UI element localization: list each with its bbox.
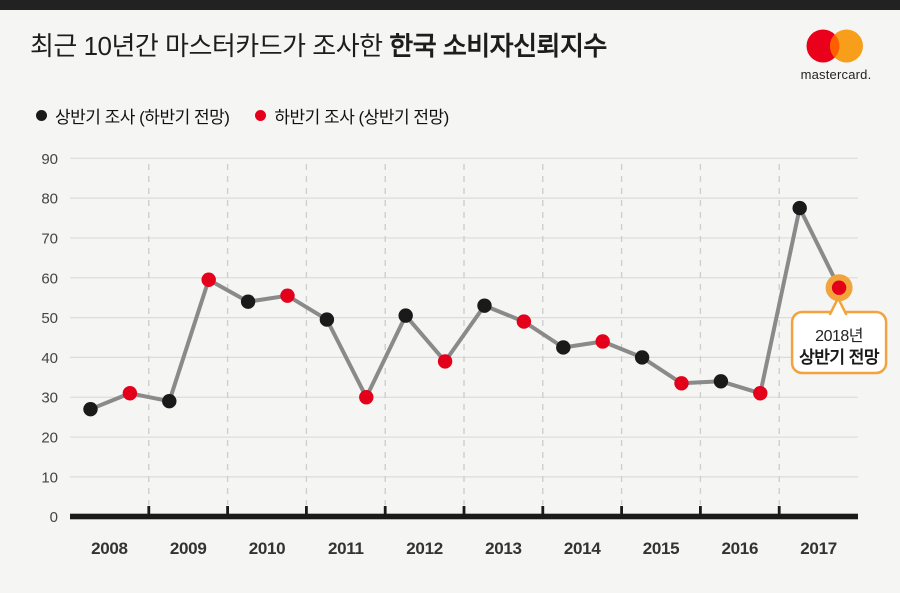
mastercard-circles-icon xyxy=(806,29,863,63)
x-axis-tick xyxy=(226,506,229,514)
data-point-h2 xyxy=(831,280,847,295)
y-axis-label: 70 xyxy=(41,230,58,247)
page-title: 최근 10년간 마스터카드가 조사한 한국 소비자신뢰지수 xyxy=(30,26,607,63)
mastercard-logo: mastercard. xyxy=(793,28,879,82)
y-axis-label: 50 xyxy=(41,310,58,327)
y-axis-label: 80 xyxy=(41,191,58,208)
x-axis-tick xyxy=(620,506,623,514)
x-axis-tick xyxy=(699,506,702,514)
page-title-bold: 한국 소비자신뢰지수 xyxy=(389,31,607,61)
x-axis-tick xyxy=(147,506,151,514)
chart-legend: 상반기 조사 (하반기 전망) 하반기 조사 (상반기 전망) xyxy=(36,103,449,128)
legend-dot-red-icon xyxy=(255,110,267,121)
mastercard-orange-circle xyxy=(830,29,863,63)
data-point-h2 xyxy=(595,334,610,349)
data-point-h1 xyxy=(477,298,492,313)
data-point-h2 xyxy=(122,386,138,401)
data-point-h1 xyxy=(162,394,177,409)
x-axis-label: 2011 xyxy=(328,539,364,558)
legend-item-h1: 상반기 조사 (하반기 전망) xyxy=(36,103,230,128)
data-point-h1 xyxy=(792,200,807,216)
data-point-h1 xyxy=(83,401,98,417)
y-axis-label: 90 xyxy=(41,151,58,168)
data-point-h2 xyxy=(753,386,768,401)
data-point-h1 xyxy=(713,374,729,389)
legend-label-h2: 하반기 조사 (상반기 전망) xyxy=(274,108,449,127)
x-axis-label: 2008 xyxy=(91,539,128,558)
x-axis-tick xyxy=(777,506,781,514)
y-axis-label: 40 xyxy=(41,350,58,367)
legend-label-h1: 상반기 조사 (하반기 전망) xyxy=(55,108,230,127)
y-axis-label: 0 xyxy=(50,509,58,526)
top-border-bar xyxy=(0,0,900,10)
annotation-pointer xyxy=(828,296,848,316)
data-point-h2 xyxy=(516,314,532,329)
data-point-h2 xyxy=(280,288,295,303)
data-point-h2 xyxy=(201,272,216,287)
data-point-h1 xyxy=(319,312,335,327)
y-axis-label: 30 xyxy=(41,390,58,407)
y-axis-label: 10 xyxy=(41,469,58,486)
x-axis-label: 2014 xyxy=(564,539,601,558)
legend-item-h2: 하반기 조사 (상반기 전망) xyxy=(255,103,449,128)
x-axis-label: 2010 xyxy=(249,539,286,558)
data-point-h1 xyxy=(556,340,571,355)
y-axis-label: 60 xyxy=(41,270,58,287)
mastercard-red-circle xyxy=(806,29,840,63)
data-point-h2 xyxy=(674,376,689,391)
data-point-h1 xyxy=(240,294,256,309)
data-point-h1 xyxy=(398,308,413,323)
annotation-line-2: 상반기 전망 xyxy=(799,348,880,367)
x-axis-tick xyxy=(305,506,308,514)
data-point-h2 xyxy=(359,390,374,405)
x-axis-label: 2015 xyxy=(643,539,680,558)
x-axis-label: 2017 xyxy=(800,539,837,558)
mastercard-wordmark: mastercard. xyxy=(800,67,872,82)
x-axis-label: 2016 xyxy=(721,539,758,558)
page-title-regular: 최근 10년간 마스터카드가 조사한 xyxy=(30,31,390,61)
y-axis-label: 20 xyxy=(41,430,58,447)
legend-dot-black-icon xyxy=(36,110,47,121)
x-axis-tick xyxy=(462,506,466,514)
x-axis-label: 2013 xyxy=(485,539,522,558)
x-axis-line xyxy=(70,513,858,520)
data-point-h1 xyxy=(634,350,650,365)
x-axis-tick xyxy=(383,506,387,514)
x-axis-tick xyxy=(541,506,545,514)
annotation-line-1: 2018년 xyxy=(815,327,863,345)
x-axis-label: 2012 xyxy=(406,539,443,558)
x-axis-label: 2009 xyxy=(170,539,207,558)
data-point-h2 xyxy=(437,354,453,369)
